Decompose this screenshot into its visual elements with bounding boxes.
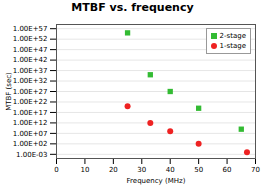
svg-text:Frequency (MHz): Frequency (MHz) bbox=[127, 177, 186, 185]
svg-text:60: 60 bbox=[223, 166, 232, 174]
svg-text:30: 30 bbox=[137, 166, 146, 174]
svg-text:50: 50 bbox=[194, 166, 203, 174]
svg-text:40: 40 bbox=[166, 166, 175, 174]
html-text:MTBF vs. frequency: MTBF vs. frequency bbox=[71, 1, 194, 14]
svg-text:1.00E+17: 1.00E+17 bbox=[13, 109, 48, 117]
svg-text:1.00E+07: 1.00E+07 bbox=[13, 130, 48, 138]
svg-text:1.00E+32: 1.00E+32 bbox=[13, 77, 48, 85]
svg-text:20: 20 bbox=[109, 166, 118, 174]
svg-text:1.00E+27: 1.00E+27 bbox=[13, 88, 48, 96]
svg-text:1.00E+12: 1.00E+12 bbox=[13, 119, 48, 127]
svg-text:70: 70 bbox=[251, 166, 260, 174]
svg-text:1.00E+57: 1.00E+57 bbox=[13, 25, 48, 33]
html-text:2-stage: 2-stage bbox=[219, 32, 246, 40]
svg-text:10: 10 bbox=[80, 166, 89, 174]
svg-text:MTBF (sec): MTBF (sec) bbox=[5, 72, 13, 111]
svg-text:1.00E+37: 1.00E+37 bbox=[13, 67, 48, 75]
svg-text:0: 0 bbox=[54, 166, 58, 174]
svg-text:1.00E+22: 1.00E+22 bbox=[13, 98, 48, 106]
html-text:1-stage: 1-stage bbox=[219, 42, 246, 50]
svg-text:1.00E+47: 1.00E+47 bbox=[13, 46, 48, 54]
svg-text:1.00E+02: 1.00E+02 bbox=[13, 140, 48, 148]
svg-text:1.00E+52: 1.00E+52 bbox=[13, 35, 48, 43]
svg-text:1.00E-03: 1.00E-03 bbox=[16, 151, 47, 159]
svg-text:1.00E+42: 1.00E+42 bbox=[13, 56, 48, 64]
